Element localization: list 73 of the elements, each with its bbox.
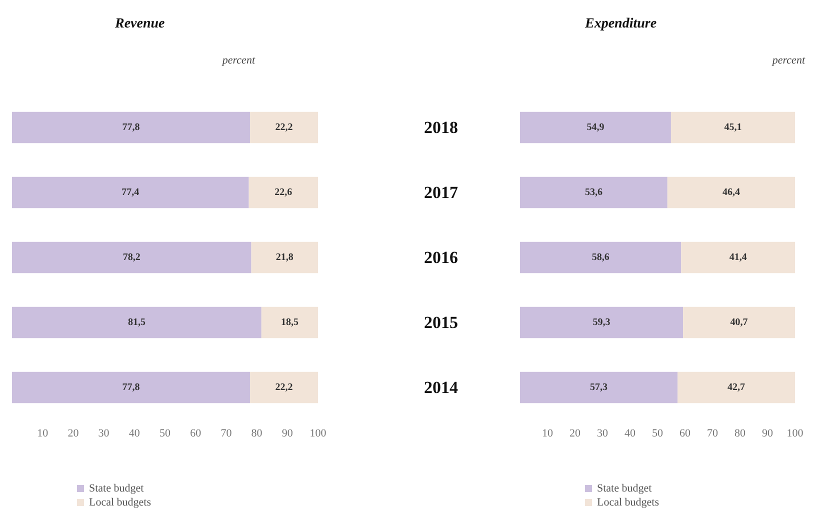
x-tick-label: 80 [734,428,746,440]
bar [251,242,318,274]
x-tick-label: 10 [37,428,49,440]
x-tick-label: 50 [160,428,171,440]
legend-label: State budget [89,482,144,494]
bar [12,306,262,338]
x-tick-label: 90 [282,428,294,440]
chart-title: Expenditure [584,16,657,32]
bar [667,176,795,208]
x-tick-label: 70 [707,428,718,440]
data-label: 59,3 [592,317,610,328]
x-tick-label: 40 [128,428,140,440]
bar [250,372,318,404]
data-label: 54,9 [586,122,604,133]
data-label: 57,3 [590,382,608,393]
data-label: 42,7 [728,382,746,393]
data-label: 22,2 [275,382,293,393]
bar [678,372,795,404]
data-label: 53,6 [584,187,602,198]
x-tick-label: 20 [68,428,80,440]
data-label: 18,5 [280,317,298,328]
data-label: 22,2 [275,122,293,133]
data-label: 46,4 [722,187,740,198]
x-tick-label: 20 [570,428,581,440]
y-tick-label: 2016 [424,248,458,267]
bar [261,306,318,338]
chart-subtitle: percent [771,54,806,66]
x-tick-label: 10 [542,428,554,440]
data-label: 22,6 [274,187,292,198]
chart-subtitle: percent [221,54,256,66]
x-tick-label: 100 [310,428,327,440]
y-tick-label: 2017 [424,183,458,202]
legend-label: State budget [597,482,652,494]
bar [670,112,795,144]
data-label: 77,8 [122,382,140,393]
data-label: 40,7 [730,317,748,328]
bar [683,306,795,338]
x-tick-label: 60 [190,428,202,440]
y-tick-label: 2018 [424,118,458,137]
data-label: 21,8 [276,252,294,263]
legend-label: Local budgets [89,496,152,508]
bar [520,112,671,144]
bar [12,372,250,404]
bar [520,306,684,338]
x-tick-label: 40 [624,428,636,440]
bar [12,112,250,144]
bar [248,176,318,208]
data-label: 77,8 [122,122,140,133]
y-tick-label: 2014 [424,378,458,397]
bar [520,176,668,208]
data-label: 77,4 [122,187,140,198]
x-tick-label: 100 [786,428,804,440]
x-tick-label: 90 [762,428,774,440]
data-label: 41,4 [729,252,747,263]
bar [681,242,795,274]
data-label: 45,1 [724,122,742,133]
x-tick-label: 80 [251,428,263,440]
bar [12,176,249,208]
bar [520,242,682,274]
data-label: 81,5 [128,317,146,328]
chart-title: Revenue [114,16,165,32]
x-tick-label: 30 [597,428,608,440]
data-label: 58,6 [592,252,610,263]
bar [520,372,678,404]
data-label: 78,2 [122,252,140,263]
x-tick-label: 60 [680,428,691,440]
x-tick-label: 70 [220,428,232,440]
y-tick-label: 2015 [424,313,458,332]
legend-label: Local budgets [597,496,660,508]
x-tick-label: 30 [98,428,110,440]
bar [250,112,318,144]
bar [12,242,252,274]
x-tick-label: 50 [652,428,664,440]
